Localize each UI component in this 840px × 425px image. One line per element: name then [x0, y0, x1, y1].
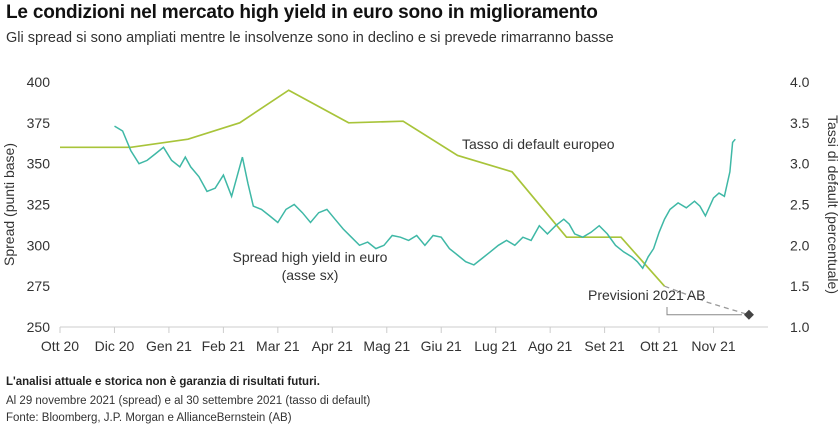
y2-axis-label: Tassi di default (percentuale) — [825, 115, 840, 294]
x-tick-label: Mag 21 — [363, 338, 410, 354]
x-tick-label: Nov 21 — [691, 338, 736, 354]
line-chart: Ott 20 Dic 20 Gen 21 Feb 21 Mar 21 Apr 21 Mag … — [1, 74, 840, 354]
y2-tick-label: 3.0 — [790, 156, 810, 172]
forecast-leader-line — [666, 307, 742, 316]
x-tick-label: Feb 21 — [202, 338, 246, 354]
y-tick-label: 375 — [27, 115, 51, 131]
spread-label-line1: Spread high yield in euro — [233, 249, 388, 265]
default-rate-label: Tasso di default europeo — [462, 136, 615, 152]
x-tick-label: Set 21 — [584, 338, 625, 354]
y2-tick-label: 2.5 — [790, 197, 810, 213]
y-tick-label: 400 — [27, 74, 51, 90]
x-tick-label: Giu 21 — [421, 338, 462, 354]
forecast-end-marker — [743, 309, 754, 320]
x-tick-label: Gen 21 — [146, 338, 192, 354]
y-axis-label: Spread (punti base) — [1, 143, 17, 266]
y-tick-label: 350 — [27, 156, 51, 172]
forecast-line — [664, 285, 750, 316]
spread-label-line2: (asse sx) — [282, 267, 339, 283]
disclaimer-note: L'analisi attuale e storica non è garanz… — [6, 376, 320, 388]
x-tick-label: Apr 21 — [312, 338, 353, 354]
series-group — [60, 89, 754, 320]
y2-tick-label: 4.0 — [790, 74, 810, 90]
x-tick-label: Mar 21 — [256, 338, 300, 354]
y-tick-label: 300 — [27, 237, 51, 253]
x-tick-label: Dic 20 — [95, 338, 135, 354]
y-tick-label: 250 — [27, 319, 51, 335]
forecast-label: Previsioni 2021 AB — [588, 287, 706, 303]
x-tick-label: Ott 21 — [640, 338, 678, 354]
axes-group: Ott 20 Dic 20 Gen 21 Feb 21 Mar 21 Apr 21 Mag … — [1, 74, 840, 354]
source-note: Fonte: Bloomberg, J.P. Morgan e Alliance… — [6, 412, 292, 424]
labels-group: Tasso di default europeo Spread high yiel… — [233, 136, 742, 316]
dates-note: Al 29 novembre 2021 (spread) e al 30 set… — [6, 395, 371, 407]
y2-tick-label: 3.5 — [790, 115, 810, 131]
x-tick-label: Lug 21 — [474, 338, 517, 354]
x-tick-label: Ott 20 — [41, 338, 79, 354]
y2-tick-label: 2.0 — [790, 237, 810, 253]
x-tick-label: Ago 21 — [528, 338, 573, 354]
chart-subtitle: Gli spread si sono ampliati mentre le in… — [6, 30, 614, 46]
y-tick-label: 325 — [27, 197, 51, 213]
y2-tick-label: 1.0 — [790, 319, 810, 335]
spread-line — [114, 125, 736, 270]
chart-title: Le condizioni nel mercato high yield in … — [6, 2, 598, 23]
default-rate-line — [60, 89, 666, 287]
y-tick-label: 275 — [27, 278, 51, 294]
y2-tick-label: 1.5 — [790, 278, 810, 294]
